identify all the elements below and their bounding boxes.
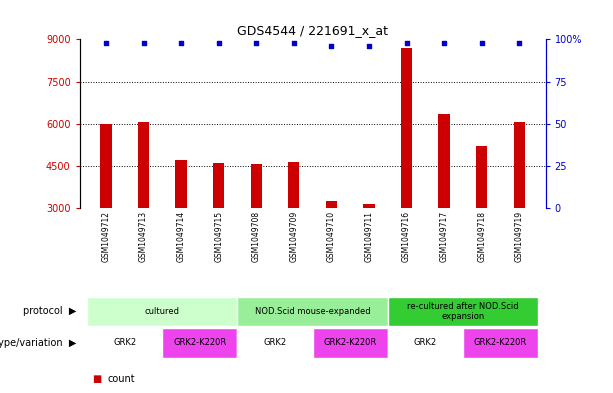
Text: GSM1049715: GSM1049715	[214, 211, 223, 262]
Bar	[313, 328, 388, 358]
Bar	[438, 114, 450, 208]
Text: GSM1049713: GSM1049713	[139, 211, 148, 262]
Bar	[237, 328, 313, 358]
Bar	[175, 160, 187, 208]
Text: GSM1049709: GSM1049709	[289, 211, 299, 262]
Text: GSM1049718: GSM1049718	[477, 211, 486, 262]
Title: GDS4544 / 221691_x_at: GDS4544 / 221691_x_at	[237, 24, 388, 37]
Point	[289, 40, 299, 46]
Point	[251, 40, 261, 46]
Point	[176, 40, 186, 46]
Point	[327, 43, 337, 49]
Text: GRK2: GRK2	[414, 338, 437, 347]
Text: GSM1049708: GSM1049708	[252, 211, 261, 262]
Bar	[476, 146, 487, 208]
Text: genotype/variation  ▶: genotype/variation ▶	[0, 338, 77, 348]
Bar	[213, 163, 224, 208]
Point	[477, 40, 487, 46]
Bar	[101, 124, 112, 208]
Bar	[87, 297, 237, 326]
Point	[214, 40, 224, 46]
Point	[514, 40, 524, 46]
Bar	[364, 204, 375, 208]
Text: GSM1049710: GSM1049710	[327, 211, 336, 262]
Bar	[251, 164, 262, 208]
Point	[402, 40, 411, 46]
Text: GSM1049719: GSM1049719	[515, 211, 524, 262]
Bar	[388, 328, 463, 358]
Text: protocol  ▶: protocol ▶	[23, 307, 77, 316]
Point	[440, 40, 449, 46]
Text: GRK2: GRK2	[113, 338, 136, 347]
Text: ■: ■	[92, 374, 101, 384]
Point	[101, 40, 111, 46]
Text: GRK2-K220R: GRK2-K220R	[173, 338, 227, 347]
Bar	[401, 48, 412, 208]
Bar	[514, 122, 525, 208]
Text: re-cultured after NOD.Scid
expansion: re-cultured after NOD.Scid expansion	[407, 302, 519, 321]
Bar	[288, 162, 300, 208]
Text: NOD.Scid mouse-expanded: NOD.Scid mouse-expanded	[255, 307, 370, 316]
Text: cultured: cultured	[145, 307, 180, 316]
Text: GSM1049711: GSM1049711	[365, 211, 373, 262]
Text: GRK2-K220R: GRK2-K220R	[324, 338, 377, 347]
Point	[139, 40, 148, 46]
Text: GRK2: GRK2	[264, 338, 287, 347]
Bar	[463, 328, 538, 358]
Text: GSM1049716: GSM1049716	[402, 211, 411, 262]
Bar	[326, 201, 337, 208]
Bar	[138, 122, 149, 208]
Text: GSM1049717: GSM1049717	[440, 211, 449, 262]
Text: GRK2-K220R: GRK2-K220R	[474, 338, 527, 347]
Bar	[87, 328, 162, 358]
Bar	[162, 328, 237, 358]
Text: GSM1049712: GSM1049712	[102, 211, 110, 262]
Bar	[388, 297, 538, 326]
Point	[364, 43, 374, 49]
Bar	[237, 297, 388, 326]
Text: GSM1049714: GSM1049714	[177, 211, 186, 262]
Text: count: count	[107, 374, 135, 384]
